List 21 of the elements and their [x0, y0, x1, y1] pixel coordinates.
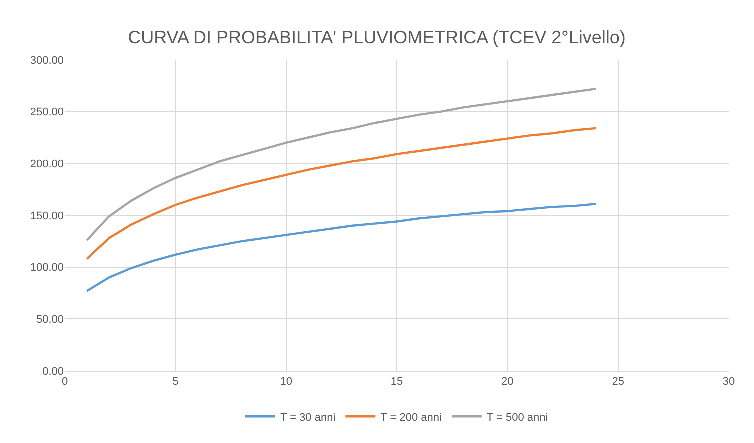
y-tick-label: 200.00: [30, 158, 64, 171]
y-tick-label: 250.00: [30, 106, 64, 119]
legend-label: T = 30 anni: [280, 412, 336, 424]
y-tick-label: 150.00: [30, 210, 64, 222]
line-series: [86, 88, 598, 242]
x-tick-label: 10: [280, 376, 292, 388]
line-series: [86, 127, 598, 260]
x-tick-label: 20: [502, 376, 514, 388]
x-tick-label: 5: [172, 376, 179, 388]
x-tick-label: 15: [390, 376, 404, 388]
chart-title: CURVA DI PROBABILITA' PLUVIOMETRICA (TCEV 2°Livello): [128, 28, 626, 48]
legend-label: T = 500 anni: [486, 412, 548, 424]
x-tick-label: 25: [612, 376, 624, 388]
line-series: [86, 203, 598, 292]
x-tick-label: 0: [62, 376, 68, 388]
y-tick-label: 0.00: [42, 366, 64, 378]
x-tick-label: 30: [722, 376, 736, 388]
y-tick-label: 100.00: [30, 262, 64, 274]
legend-label: T = 200 anni: [380, 412, 442, 424]
y-tick-label: 300.00: [30, 54, 64, 67]
y-tick-label: 50.00: [36, 314, 64, 326]
